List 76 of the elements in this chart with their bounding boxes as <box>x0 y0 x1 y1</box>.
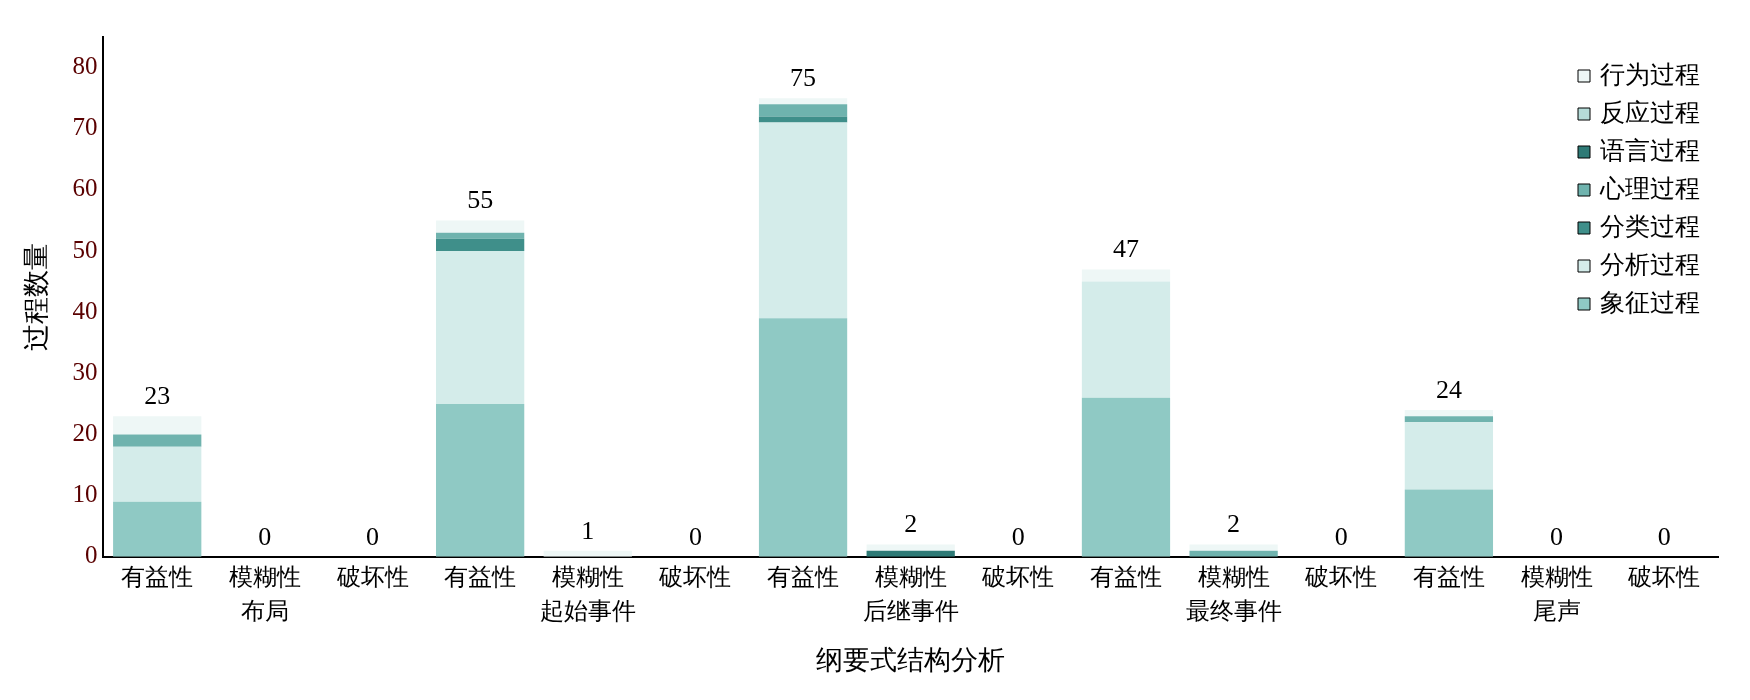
total-label: 24 <box>1435 374 1462 404</box>
legend-label: 分析过程 <box>1600 250 1700 278</box>
bar <box>113 501 202 557</box>
text: 最终事件 <box>1185 598 1282 625</box>
x-tick-label: 有益性 <box>767 564 840 591</box>
total-label: 55 <box>467 185 494 215</box>
y-tick-label: 50 <box>72 235 98 263</box>
legend-label: 行为过程 <box>1600 60 1700 88</box>
bar <box>1404 489 1494 557</box>
x-tick-label: 模糊性 <box>228 564 301 591</box>
x-axis-title: 纲要式结构分析 <box>816 644 1006 675</box>
x-tick-label: 破坏性 <box>1304 564 1378 591</box>
legend-label: 反应过程 <box>1600 98 1700 126</box>
total-label: 2 <box>1227 509 1241 539</box>
x-tick-label: 破坏性 <box>658 564 732 591</box>
bar <box>1189 544 1278 551</box>
bar <box>1081 281 1171 398</box>
bar <box>1404 416 1494 423</box>
x-tick-label: 破坏性 <box>981 564 1055 591</box>
bar <box>758 116 848 123</box>
bar <box>866 544 955 551</box>
bar <box>436 232 525 239</box>
y-tick-label: 30 <box>72 357 98 385</box>
bar <box>113 446 202 502</box>
x-tick-label: 有益性 <box>1089 564 1162 591</box>
text: 后继事件 <box>862 598 959 625</box>
total-label: 0 <box>258 521 272 551</box>
bar <box>1081 269 1171 282</box>
legend-label: 分类过程 <box>1600 212 1700 240</box>
total-label: 75 <box>790 62 817 92</box>
legend-label: 语言过程 <box>1600 136 1700 164</box>
total-label: 0 <box>366 521 379 551</box>
text: 布局 <box>240 598 289 625</box>
y-tick-label: 0 <box>84 541 98 569</box>
x-tick-label: 模糊性 <box>1197 564 1270 591</box>
total-label: 0 <box>1657 521 1671 551</box>
y-tick-label: 40 <box>72 296 98 324</box>
x-tick-label: 模糊性 <box>1520 564 1593 591</box>
total-label: 1 <box>581 515 595 545</box>
bar <box>436 251 525 404</box>
x-tick-label: 破坏性 <box>335 564 409 591</box>
x-tick-label: 有益性 <box>121 564 194 591</box>
bar <box>436 238 525 252</box>
bar <box>436 220 525 233</box>
legend-label: 心理过程 <box>1599 174 1700 202</box>
bar <box>758 98 848 105</box>
y-tick-label: 10 <box>72 480 98 508</box>
total-label: 0 <box>1550 521 1564 551</box>
x-tick-label: 破坏性 <box>1627 564 1701 591</box>
bar <box>1404 422 1494 490</box>
bar <box>758 104 848 117</box>
x-tick-label: 有益性 <box>444 564 517 591</box>
total-label: 23 <box>144 380 171 410</box>
bar <box>1404 410 1494 417</box>
x-tick-label: 有益性 <box>1412 564 1485 591</box>
text: 尾声 <box>1532 598 1581 625</box>
bar <box>436 403 525 557</box>
bar <box>758 318 848 557</box>
total-label: 0 <box>1334 521 1348 551</box>
bar <box>1081 397 1171 557</box>
total-label: 2 <box>904 509 918 539</box>
total-label: 0 <box>1011 521 1025 551</box>
bar <box>113 434 202 447</box>
legend-label: 象征过程 <box>1600 288 1700 316</box>
x-tick-label: 模糊性 <box>874 564 947 591</box>
y-tick-label: 20 <box>72 419 98 447</box>
total-label: 0 <box>688 521 702 551</box>
bar <box>758 122 848 319</box>
y-tick-label: 70 <box>72 113 98 141</box>
y-tick-label: 80 <box>72 52 98 80</box>
x-tick-label: 模糊性 <box>551 564 624 591</box>
bar <box>113 416 202 435</box>
total-label: 47 <box>1112 234 1139 264</box>
text: 起始事件 <box>539 598 636 625</box>
y-tick-label: 60 <box>72 174 98 202</box>
y-axis-title: 过程数量 <box>21 242 52 351</box>
